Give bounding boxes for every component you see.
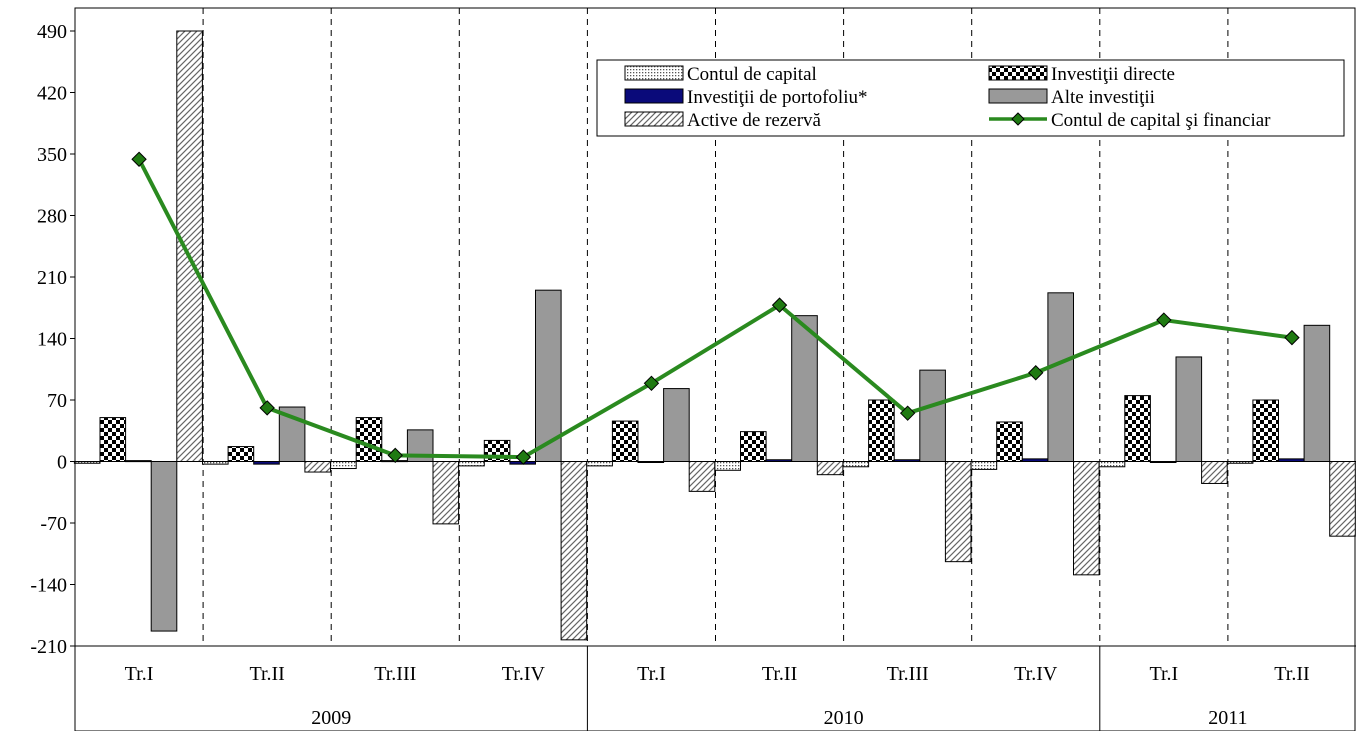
bar-navy bbox=[253, 461, 280, 465]
y-tick-label: 210 bbox=[37, 267, 67, 289]
x-category-label: Tr.III bbox=[887, 663, 929, 685]
x-category-label: Tr.II bbox=[762, 663, 797, 685]
legend-marker-total bbox=[1011, 112, 1025, 126]
x-category-label: Tr.IV bbox=[1014, 663, 1058, 685]
bar-hatch bbox=[560, 461, 588, 641]
y-tick-label: 490 bbox=[37, 21, 67, 43]
x-category-label: Tr.II bbox=[1274, 663, 1309, 685]
y-tick-label: 350 bbox=[37, 144, 67, 166]
bar-checker bbox=[996, 421, 1023, 463]
bar-hatch bbox=[1201, 461, 1228, 484]
bar-hatch bbox=[944, 461, 972, 563]
bar-gray bbox=[535, 289, 562, 462]
bar-gray bbox=[1303, 324, 1331, 463]
legend: Contul de capital Investiţii directe Inv… bbox=[596, 59, 1345, 137]
x-category-label: Tr.III bbox=[374, 663, 416, 685]
bar-navy bbox=[125, 460, 152, 463]
legend-swatch-portfolio bbox=[624, 88, 684, 104]
total-line-marker bbox=[1156, 312, 1172, 328]
x-category-label: Tr.II bbox=[249, 663, 284, 685]
bar-dots bbox=[1226, 461, 1254, 464]
bar-dots bbox=[714, 461, 742, 471]
bar-gray bbox=[150, 461, 178, 632]
legend-swatch-direct bbox=[988, 65, 1048, 81]
bar-navy bbox=[637, 461, 665, 463]
bar-hatch bbox=[816, 461, 844, 476]
total-line-marker bbox=[899, 405, 916, 421]
bar-dots bbox=[970, 461, 998, 470]
total-line-marker bbox=[515, 449, 532, 465]
legend-swatch-other bbox=[988, 88, 1048, 104]
bar-navy bbox=[1021, 458, 1049, 463]
bar-dots bbox=[330, 461, 357, 470]
bar-gray bbox=[1175, 356, 1203, 463]
x-category-label: Tr.I bbox=[1149, 663, 1178, 685]
legend-label-reserve: Active de rezervă bbox=[687, 110, 822, 131]
legend-label-total: Contul de capital şi financiar bbox=[1051, 110, 1271, 131]
total-line-marker bbox=[131, 151, 147, 167]
bar-hatch bbox=[1329, 461, 1356, 537]
bar-gray bbox=[663, 388, 690, 463]
bar-dots bbox=[1098, 461, 1126, 468]
x-year-label: 2010 bbox=[824, 707, 864, 729]
bar-hatch bbox=[432, 461, 460, 525]
total-line-marker bbox=[771, 297, 788, 313]
total-line-marker bbox=[387, 447, 403, 464]
y-tick-label: 420 bbox=[37, 83, 67, 105]
legend-box bbox=[596, 59, 1345, 137]
bar-checker bbox=[1252, 399, 1280, 462]
total-line-marker bbox=[643, 375, 660, 392]
bar-gray bbox=[791, 315, 818, 462]
y-axis: 490 420 350 280 210 140 70 0 -70 -140 -210 bbox=[30, 21, 75, 658]
legend-swatch-reserve bbox=[624, 111, 684, 127]
legend-swatch-capital bbox=[624, 65, 684, 81]
y-tick-label: 0 bbox=[57, 452, 67, 474]
x-year-label: 2009 bbox=[311, 707, 351, 729]
bar-checker bbox=[99, 417, 127, 463]
bar-gray bbox=[1047, 292, 1075, 463]
bar-hatch bbox=[176, 30, 203, 462]
bar-checker bbox=[1124, 395, 1151, 463]
x-category-label: Tr.I bbox=[125, 663, 154, 685]
legend-label-direct: Investiţii directe bbox=[1051, 64, 1175, 85]
y-tick-label: -70 bbox=[40, 513, 67, 535]
x-category-label: Tr.IV bbox=[502, 663, 546, 685]
bar-checker bbox=[740, 431, 767, 462]
bar-checker bbox=[611, 420, 639, 463]
y-tick-label: 280 bbox=[37, 206, 67, 228]
x-year-label: 2011 bbox=[1208, 707, 1247, 729]
x-axis: Tr.I Tr.II Tr.III Tr.IV Tr.I Tr.II Tr.III Tr.IV… bbox=[75, 645, 1356, 731]
plot-area bbox=[73, 7, 1356, 731]
legend-label-other: Alte investiţii bbox=[1051, 87, 1155, 108]
bar-dots bbox=[586, 461, 613, 467]
x-category-label: Tr.I bbox=[637, 663, 666, 685]
bar-checker bbox=[227, 446, 255, 463]
bar-navy bbox=[765, 459, 793, 463]
bar-hatch bbox=[1073, 461, 1100, 576]
bar-dots bbox=[458, 461, 485, 467]
legend-label-capital: Contul de capital bbox=[687, 64, 817, 85]
total-line-marker bbox=[259, 400, 275, 416]
y-tick-label: 140 bbox=[37, 329, 67, 351]
y-tick-label: 70 bbox=[47, 390, 67, 412]
total-line-marker bbox=[1284, 329, 1300, 346]
legend-label-portfolio: Investiţii de portofoliu* bbox=[687, 87, 867, 108]
bar-gray bbox=[919, 369, 946, 462]
bar-navy bbox=[893, 459, 921, 463]
bar-checker bbox=[355, 417, 383, 463]
bar-dots bbox=[73, 461, 101, 464]
bar-dots bbox=[202, 461, 229, 465]
bar-dots bbox=[842, 461, 870, 468]
bar-checker bbox=[868, 399, 895, 462]
total-line bbox=[137, 158, 1293, 460]
total-line-marker bbox=[1028, 365, 1044, 381]
y-tick-label: -140 bbox=[30, 575, 67, 597]
bar-navy bbox=[1149, 461, 1177, 463]
y-tick-label: -210 bbox=[30, 636, 67, 658]
bar-hatch bbox=[304, 461, 331, 473]
bar-hatch bbox=[688, 461, 716, 492]
bar-navy bbox=[1278, 458, 1305, 463]
